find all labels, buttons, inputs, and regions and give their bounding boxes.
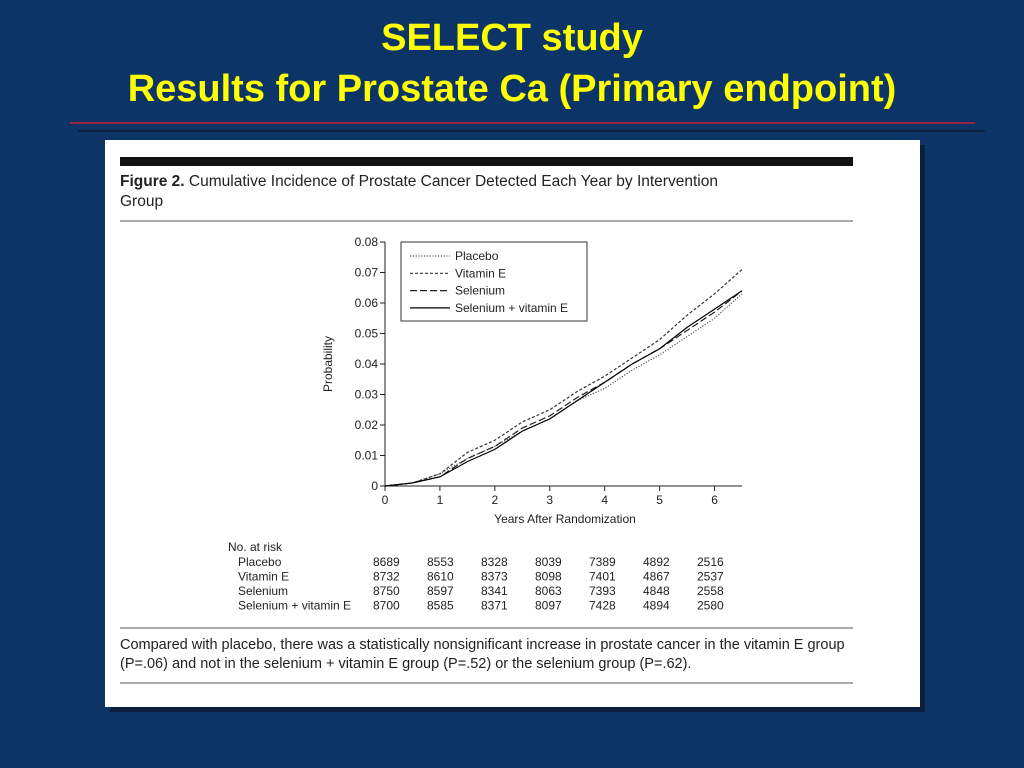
x-tick-label: 0 (382, 493, 389, 507)
legend-label: Selenium (455, 284, 505, 298)
table-cell: 2558 (697, 584, 724, 598)
table-cell: 8063 (535, 584, 562, 598)
legend-label: Placebo (455, 249, 499, 263)
table-cell: 8610 (427, 570, 454, 584)
table-cell: 8371 (481, 599, 508, 613)
y-axis-label: Probability (321, 336, 335, 392)
table-cell: 8373 (481, 570, 508, 584)
x-tick-label: 6 (711, 493, 718, 507)
table-cell: 8097 (535, 599, 562, 613)
y-tick-label: 0.06 (355, 296, 379, 310)
table-cell: 2580 (697, 599, 724, 613)
series-line (384, 290, 743, 487)
table-cell: 8732 (373, 570, 400, 584)
table-cell: 8585 (427, 599, 454, 613)
figure-bar (120, 157, 853, 166)
x-tick-label: 4 (601, 493, 608, 507)
table-cell: 4867 (643, 570, 670, 584)
y-tick-label: 0.04 (355, 357, 379, 371)
slide-subtitle: Results for Prostate Ca (Primary endpoin… (128, 68, 897, 110)
x-tick-label: 1 (437, 493, 444, 507)
table-cell: 8039 (535, 555, 562, 569)
figure-caption: Figure 2. Cumulative Incidence of Prosta… (120, 173, 718, 210)
table-title: No. at risk (228, 540, 283, 554)
table-cell: 2516 (697, 555, 724, 569)
table-cell: 7389 (589, 555, 616, 569)
y-tick-label: 0.05 (355, 327, 379, 341)
series-line (384, 293, 743, 487)
table-cell: 7401 (589, 570, 616, 584)
caption-text: Cumulative Incidence of Prostate Cancer … (189, 173, 718, 190)
table-cell: 8750 (373, 584, 400, 598)
y-tick-label: 0.03 (355, 388, 379, 402)
table-cell: 8328 (481, 555, 508, 569)
y-tick-label: 0.02 (355, 418, 379, 432)
figure-label: Figure 2. (120, 173, 185, 190)
x-axis-label: Years After Randomization (494, 512, 636, 526)
table-cell: 8098 (535, 570, 562, 584)
table-cell: 8689 (373, 555, 400, 569)
figure-panel (105, 140, 920, 707)
slide-title: SELECT study (381, 17, 643, 59)
table-cell: 4892 (643, 555, 670, 569)
footnote: Compared with placebo, there was a stati… (120, 637, 845, 672)
legend-label: Vitamin E (455, 266, 506, 280)
table-cell: 7393 (589, 584, 616, 598)
x-tick-label: 5 (656, 493, 663, 507)
table-cell: 8597 (427, 584, 454, 598)
table-cell: 8700 (373, 599, 400, 613)
table-row-label: Placebo (238, 555, 282, 569)
y-tick-label: 0.07 (355, 266, 379, 280)
x-tick-label: 2 (492, 493, 499, 507)
y-tick-label: 0.01 (355, 449, 379, 463)
table-row-label: Selenium + vitamin E (238, 599, 351, 613)
series-line (384, 269, 743, 487)
x-tick-label: 3 (546, 493, 553, 507)
table-cell: 7428 (589, 599, 616, 613)
caption-text: Group (120, 193, 163, 210)
table-cell: 4848 (643, 584, 670, 598)
y-tick-label: 0.08 (355, 235, 379, 249)
y-tick-label: 0 (371, 479, 378, 493)
table-cell: 8553 (427, 555, 454, 569)
table-cell: 4894 (643, 599, 670, 613)
legend-label: Selenium + vitamin E (455, 301, 568, 315)
table-cell: 2537 (697, 570, 724, 584)
table-row-label: Selenium (238, 584, 288, 598)
table-row-label: Vitamin E (238, 570, 289, 584)
table-cell: 8341 (481, 584, 508, 598)
